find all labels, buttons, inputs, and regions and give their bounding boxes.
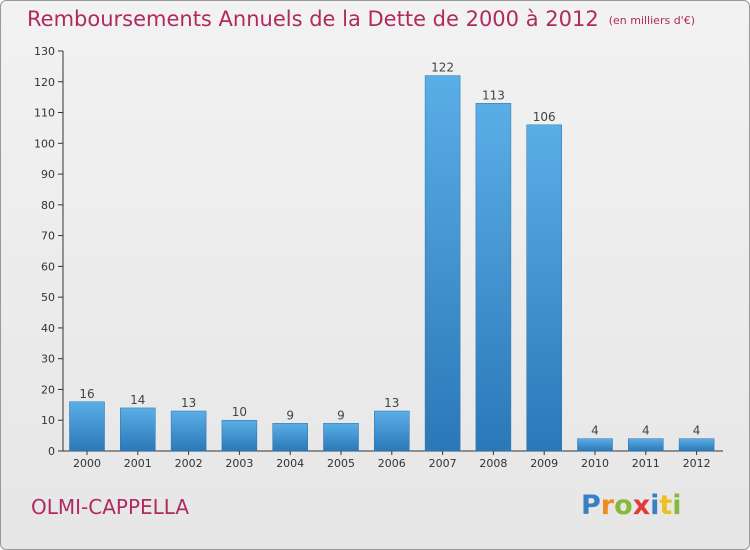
y-tick-label: 110: [34, 107, 55, 120]
chart-unit-label: (en milliers d'€): [608, 14, 695, 27]
data-label: 14: [130, 393, 145, 407]
bar: [424, 75, 461, 452]
data-label: 9: [337, 408, 345, 422]
data-label: 106: [533, 110, 556, 124]
bar: [69, 401, 105, 452]
data-label: 13: [384, 396, 399, 410]
x-tick-label: 2009: [530, 457, 558, 470]
x-tick-label: 2012: [683, 457, 711, 470]
data-label: 16: [79, 387, 94, 401]
y-tick-label: 80: [41, 199, 55, 212]
y-tick-label: 120: [34, 76, 55, 89]
y-tick-label: 90: [41, 168, 55, 181]
bar: [323, 423, 359, 452]
y-tick-label: 130: [34, 45, 55, 58]
data-label: 4: [591, 424, 599, 438]
x-tick-label: 2008: [479, 457, 507, 470]
x-tick-label: 2003: [225, 457, 253, 470]
chart-title-text: Remboursements Annuels de la Dette de 20…: [27, 7, 599, 31]
data-label: 13: [181, 396, 196, 410]
y-tick-label: 40: [41, 322, 55, 335]
y-tick-label: 10: [41, 414, 55, 427]
x-tick-label: 2007: [429, 457, 457, 470]
x-tick-label: 2010: [581, 457, 609, 470]
y-tick-label: 0: [48, 445, 55, 458]
bar: [577, 438, 613, 452]
y-tick-label: 60: [41, 260, 55, 273]
bar: [272, 423, 308, 452]
bar: [678, 438, 715, 452]
x-tick-label: 2006: [378, 457, 406, 470]
bar: [628, 438, 664, 452]
data-label: 4: [693, 424, 701, 438]
x-tick-label: 2001: [124, 457, 152, 470]
data-label: 9: [286, 408, 294, 422]
chart-title: Remboursements Annuels de la Dette de 20…: [27, 7, 695, 31]
y-tick-label: 100: [34, 137, 55, 150]
y-tick-label: 50: [41, 291, 55, 304]
bar: [475, 103, 512, 452]
x-tick-label: 2004: [276, 457, 304, 470]
y-tick-label: 20: [41, 383, 55, 396]
bar: [170, 410, 207, 452]
x-tick-label: 2005: [327, 457, 355, 470]
bar: [374, 410, 410, 452]
x-tick-label: 2002: [175, 457, 203, 470]
commune-name: OLMI-CAPPELLA: [31, 495, 190, 519]
y-tick-label: 70: [41, 230, 55, 243]
data-label: 10: [232, 405, 247, 419]
y-tick-label: 30: [41, 353, 55, 366]
bar: [221, 419, 258, 452]
x-tick-label: 2011: [632, 457, 660, 470]
bar: [120, 407, 156, 452]
bar: [526, 124, 562, 452]
x-tick-label: 2000: [73, 457, 101, 470]
proxiti-logo: Proxiti: [581, 490, 682, 521]
data-label: 122: [431, 61, 454, 75]
data-label: 113: [482, 88, 505, 102]
data-label: 4: [642, 424, 650, 438]
